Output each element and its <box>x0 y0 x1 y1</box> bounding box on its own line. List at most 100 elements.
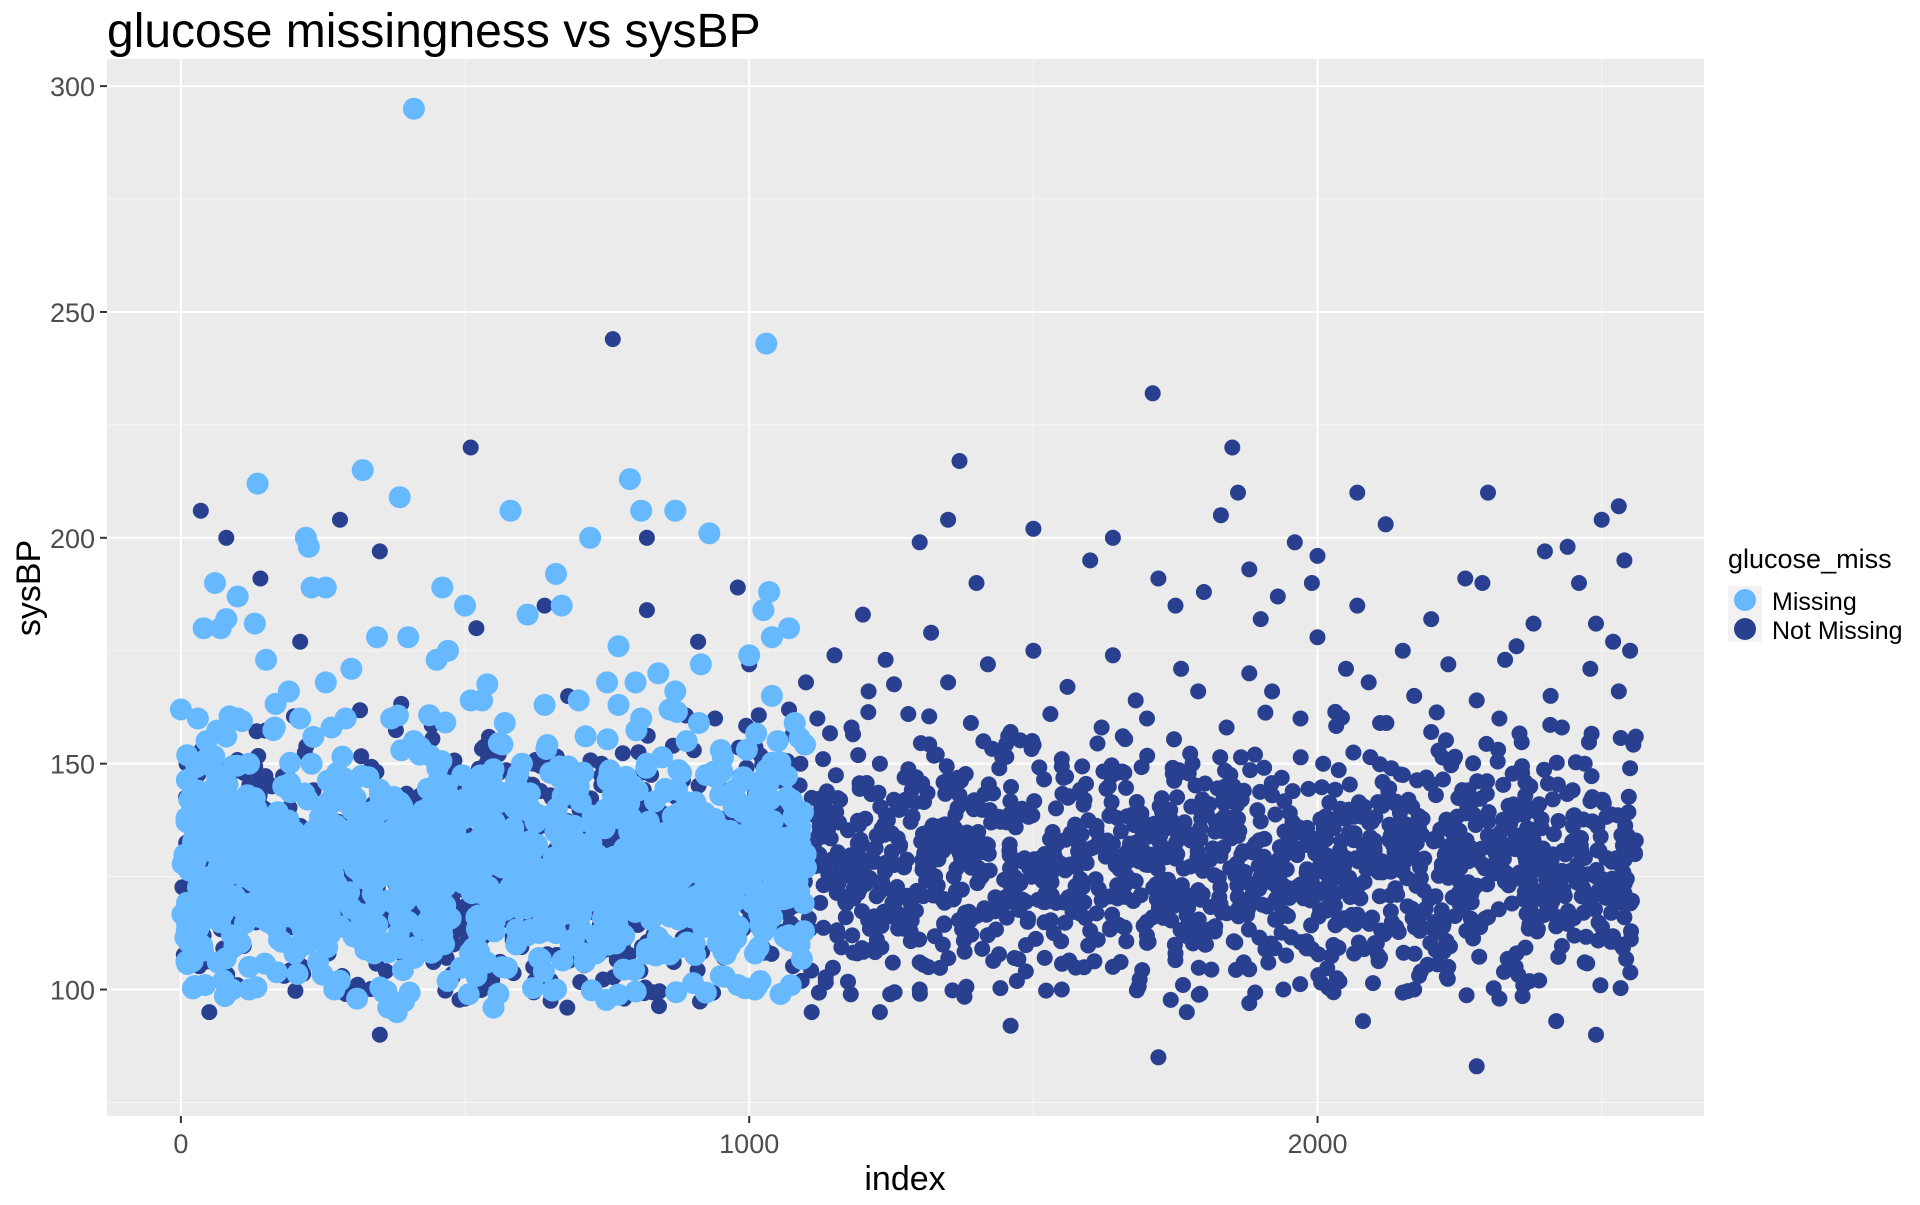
data-point <box>340 838 363 861</box>
data-point <box>1132 887 1149 904</box>
data-point <box>206 951 229 974</box>
data-point <box>1076 791 1093 808</box>
data-point <box>957 904 974 921</box>
data-point <box>598 759 621 782</box>
data-point <box>1622 760 1639 777</box>
data-point <box>539 761 562 784</box>
data-point <box>204 775 226 798</box>
data-point <box>722 796 745 819</box>
data-point <box>1087 871 1104 888</box>
data-point <box>1149 846 1165 863</box>
data-point <box>709 739 732 762</box>
data-point <box>414 888 437 911</box>
data-point <box>860 704 877 721</box>
data-point <box>664 890 687 913</box>
data-point <box>1207 918 1224 935</box>
data-point <box>171 903 194 926</box>
data-point <box>209 617 232 640</box>
data-point <box>172 852 195 874</box>
data-point <box>1536 761 1553 778</box>
data-point <box>1536 543 1553 560</box>
data-point <box>595 988 618 1011</box>
data-point <box>579 526 602 549</box>
data-point <box>750 707 767 724</box>
data-point <box>1578 928 1595 945</box>
data-point <box>638 529 655 546</box>
data-point <box>827 767 844 784</box>
data-point <box>1544 791 1561 808</box>
data-point <box>1528 861 1545 878</box>
data-point <box>1331 911 1347 928</box>
data-point <box>542 846 565 869</box>
data-point <box>1510 966 1527 983</box>
data-point <box>1233 846 1250 863</box>
data-point <box>1114 728 1131 745</box>
data-point <box>870 885 887 902</box>
data-point <box>647 662 670 685</box>
data-point <box>226 585 249 608</box>
data-point <box>1212 749 1229 766</box>
data-point <box>516 603 539 626</box>
data-point <box>442 788 465 811</box>
data-point <box>743 942 766 965</box>
data-point <box>911 981 928 998</box>
data-point <box>824 959 841 976</box>
data-point <box>1503 895 1520 912</box>
data-point <box>397 910 420 933</box>
data-point <box>1313 779 1330 796</box>
data-point <box>1313 974 1330 991</box>
data-point <box>1443 823 1460 840</box>
data-point <box>189 910 212 933</box>
data-point <box>1512 827 1529 844</box>
data-point <box>1341 776 1358 793</box>
data-point <box>618 468 641 491</box>
data-point <box>503 796 526 819</box>
data-point <box>539 919 562 942</box>
data-point <box>1531 796 1548 813</box>
data-point <box>1394 642 1411 659</box>
data-point <box>1553 938 1570 954</box>
data-point <box>783 712 806 734</box>
data-point <box>1517 787 1534 804</box>
data-point <box>306 870 329 893</box>
data-point <box>681 843 704 865</box>
data-point <box>1540 775 1556 792</box>
data-point <box>223 820 246 843</box>
data-point <box>945 868 962 885</box>
data-point <box>300 576 323 599</box>
data-point <box>1212 507 1229 524</box>
data-point <box>1400 791 1417 808</box>
data-point <box>1244 886 1261 903</box>
data-point <box>246 821 269 844</box>
data-point <box>1560 903 1577 920</box>
data-point <box>1609 807 1626 824</box>
data-point <box>992 980 1009 997</box>
data-point <box>1508 945 1525 962</box>
data-point <box>667 802 690 825</box>
data-point <box>411 800 434 823</box>
data-point <box>1273 924 1290 941</box>
data-point <box>726 974 749 996</box>
data-point <box>1254 896 1271 913</box>
data-point <box>574 725 597 748</box>
data-point <box>1133 759 1150 776</box>
data-point <box>798 674 814 691</box>
data-point <box>1268 877 1285 894</box>
data-point <box>1057 831 1074 848</box>
data-point <box>353 748 370 765</box>
data-point <box>860 683 877 700</box>
data-point <box>1317 865 1334 881</box>
data-point <box>1181 826 1198 843</box>
data-point <box>1451 873 1468 890</box>
data-point <box>635 752 658 775</box>
data-point <box>408 743 431 766</box>
data-point <box>1559 786 1576 802</box>
data-point <box>1314 830 1331 847</box>
data-point <box>249 843 272 865</box>
data-point <box>234 796 257 819</box>
data-point <box>1065 886 1082 903</box>
data-point <box>1465 755 1482 772</box>
data-point <box>1203 961 1220 978</box>
data-point <box>559 999 576 1016</box>
data-point <box>1395 944 1412 961</box>
